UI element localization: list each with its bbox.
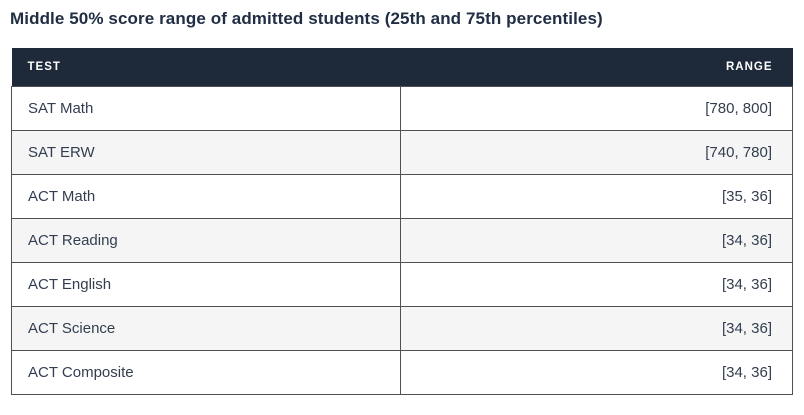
column-header-test: TEST [11, 48, 401, 86]
range-cell: [740, 780] [400, 129, 793, 175]
table-row: ACT Math [35, 36] [11, 173, 793, 219]
page-title: Middle 50% score range of admitted stude… [10, 9, 603, 28]
table-row: SAT ERW [740, 780] [11, 129, 793, 175]
column-header-range: RANGE [400, 48, 793, 86]
score-range-table: TEST RANGE SAT Math [780, 800] SAT ERW [740… [11, 48, 793, 395]
test-cell: ACT Composite [11, 349, 401, 395]
table-row: ACT English [34, 36] [11, 261, 793, 307]
page: Middle 50% score range of admitted stude… [10, 9, 793, 395]
table-row: SAT Math [780, 800] [11, 85, 793, 131]
range-cell: [34, 36] [400, 217, 793, 263]
range-cell: [34, 36] [400, 349, 793, 395]
test-cell: ACT Science [11, 305, 401, 351]
header-row: TEST RANGE [11, 48, 793, 86]
table-header: TEST RANGE [11, 48, 793, 86]
test-cell: ACT Reading [11, 217, 401, 263]
range-cell: [35, 36] [400, 173, 793, 219]
range-cell: [34, 36] [400, 305, 793, 351]
range-cell: [780, 800] [400, 85, 793, 131]
test-cell: SAT ERW [11, 129, 401, 175]
table-row: ACT Science [34, 36] [11, 305, 793, 351]
range-cell: [34, 36] [400, 261, 793, 307]
table-body: SAT Math [780, 800] SAT ERW [740, 780] ACT M… [11, 85, 793, 395]
test-cell: ACT English [11, 261, 401, 307]
test-cell: SAT Math [11, 85, 401, 131]
test-cell: ACT Math [11, 173, 401, 219]
table-row: ACT Reading [34, 36] [11, 217, 793, 263]
table-row: ACT Composite [34, 36] [11, 349, 793, 395]
